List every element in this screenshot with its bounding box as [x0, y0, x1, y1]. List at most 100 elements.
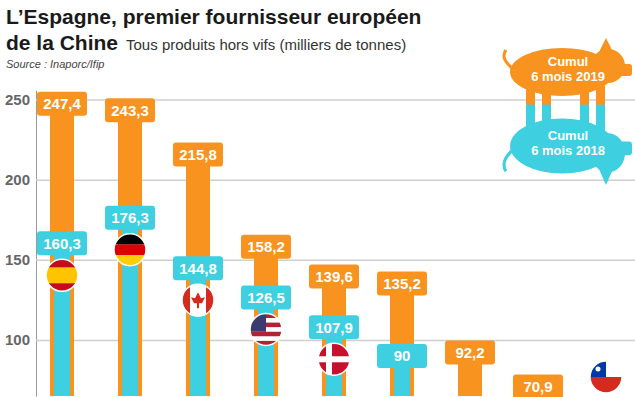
- label-box: [309, 315, 359, 339]
- label-box: [241, 235, 291, 259]
- label-box: [37, 92, 87, 116]
- tick-label: 200: [5, 171, 30, 188]
- data-label-group: 176,3: [105, 206, 155, 230]
- data-label: 90: [394, 347, 411, 364]
- data-label-group: 126,5: [241, 285, 291, 309]
- label-box: [445, 340, 495, 364]
- flag-border: [46, 259, 78, 291]
- legend-swatch: [504, 151, 512, 172]
- flag-part: [326, 343, 332, 375]
- data-label-group: 139,6: [309, 264, 359, 288]
- legend-icon: [504, 38, 632, 108]
- title: de la Chine: [6, 31, 118, 54]
- chart-root: L’Espagne, premier fournisseur européen d…: [0, 0, 635, 397]
- label-box: [513, 375, 563, 397]
- subtitle: Tous produits hors vifs (milliers de ton…: [126, 36, 406, 53]
- label-box: [377, 344, 427, 368]
- flag-part: [114, 244, 146, 255]
- data-labels: 247,4 243,3 215,8 158,2 139,6 135,2 92,2 70,9 16…: [37, 92, 563, 397]
- flag: [114, 234, 146, 267]
- label-box: [105, 98, 155, 122]
- data-label: 158,2: [247, 238, 285, 255]
- data-label-group: 107,9: [309, 315, 359, 339]
- flag-border: [318, 343, 350, 375]
- legend-swatch: [598, 38, 614, 54]
- data-label: 144,8: [179, 260, 217, 277]
- legend-swatch: [596, 105, 605, 130]
- flag-part: [46, 259, 78, 291]
- flag-part: [250, 332, 282, 337]
- data-label: 247,4: [43, 95, 81, 112]
- tick-label: 150: [5, 251, 30, 268]
- legend-swatch: [580, 105, 589, 130]
- label-box: [37, 231, 87, 255]
- bar: [390, 284, 414, 396]
- data-label: 215,8: [179, 146, 217, 163]
- label-box: [173, 256, 223, 280]
- legend-swatch: [504, 50, 512, 68]
- flag-part: [590, 377, 622, 393]
- data-label-group: 90: [377, 344, 427, 368]
- flag-part: [590, 361, 622, 377]
- flag-part: [182, 284, 214, 316]
- label-box: [173, 142, 223, 166]
- flag-border: [114, 234, 146, 266]
- title-block: L’Espagne, premier fournisseur européen d…: [6, 5, 421, 70]
- data-label-group: 135,2: [377, 272, 427, 296]
- legend-swatch: [542, 105, 551, 130]
- data-label: 107,9: [315, 319, 353, 336]
- flag-border: [182, 284, 214, 316]
- tick-label: 250: [5, 91, 30, 108]
- data-label-group: 215,8: [173, 142, 223, 166]
- legend: Cumul6 mois 2019 Cumul6 mois 2018: [504, 38, 632, 185]
- flag-part: [596, 367, 601, 372]
- legend-label: Cumul6 mois 2018: [531, 128, 605, 158]
- data-label: 139,6: [315, 268, 353, 285]
- tick-label: 100: [5, 331, 30, 348]
- data-label-group: 70,9: [513, 375, 563, 397]
- flag-part: [318, 356, 350, 362]
- data-label-group: 160,3: [37, 231, 87, 255]
- legend-swatch: [598, 167, 614, 185]
- bar: [258, 297, 274, 396]
- legend-swatch: [526, 105, 535, 130]
- flag: [182, 284, 214, 316]
- label-box: [377, 272, 427, 296]
- data-label-group: 92,2: [445, 340, 495, 364]
- axis-line: [36, 91, 37, 397]
- flag-part: [318, 343, 350, 375]
- legend-label: Cumul6 mois 2019: [531, 54, 605, 84]
- data-label: 135,2: [383, 275, 421, 292]
- title: L’Espagne, premier fournisseur européen: [6, 5, 421, 28]
- data-label-group: 158,2: [241, 235, 291, 259]
- legend-icon: [504, 105, 632, 186]
- bars: [50, 104, 550, 396]
- data-label: 243,3: [111, 102, 149, 119]
- data-label-group: 243,3: [105, 98, 155, 122]
- legend-swatch: [620, 64, 632, 76]
- legend-item: Cumul6 mois 2019: [504, 38, 632, 108]
- y-axis: 100 150 200 250: [5, 91, 635, 397]
- label-box: [309, 264, 359, 288]
- data-label: 92,2: [455, 344, 484, 361]
- flag: [46, 259, 78, 291]
- flag-part: [191, 292, 205, 308]
- flag-part: [46, 267, 78, 283]
- flag: [250, 313, 282, 345]
- tick: 200: [5, 171, 635, 188]
- flag: [590, 361, 622, 393]
- label-box: [241, 285, 291, 309]
- data-label: 160,3: [43, 235, 81, 252]
- data-label: 126,5: [247, 289, 285, 306]
- flags: [46, 234, 622, 393]
- flag: [318, 343, 350, 375]
- data-label: 176,3: [111, 209, 149, 226]
- source: Source : Inaporc/Ifip: [6, 58, 104, 70]
- label-box: [105, 206, 155, 230]
- legend-swatch: [620, 141, 632, 155]
- data-label-group: 144,8: [173, 256, 223, 280]
- data-label: 70,9: [523, 378, 552, 395]
- flag-border: [250, 313, 282, 345]
- flag-border: [590, 361, 622, 393]
- legend-item: Cumul6 mois 2018: [504, 105, 632, 186]
